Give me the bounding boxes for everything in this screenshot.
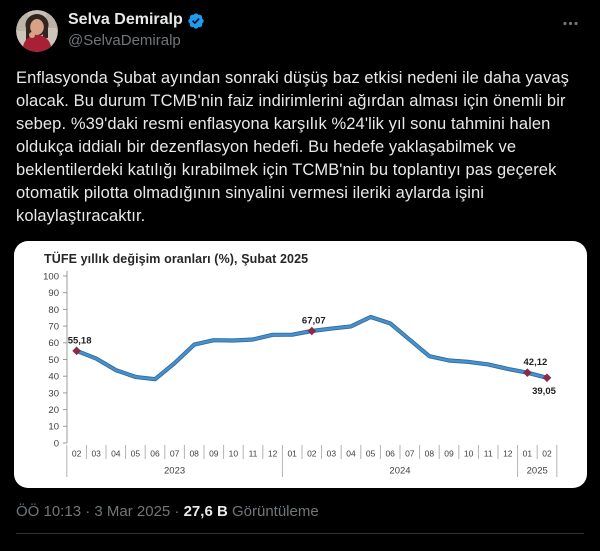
chart-card[interactable]: TÜFE yıllık değişim oranları (%), Şubat … xyxy=(14,241,587,488)
svg-text:07: 07 xyxy=(170,449,180,459)
chart-title: TÜFE yıllık değişim oranları (%), Şubat … xyxy=(44,252,309,266)
svg-text:80: 80 xyxy=(48,305,59,316)
svg-text:12: 12 xyxy=(268,449,278,459)
svg-text:50: 50 xyxy=(48,355,59,366)
svg-text:11: 11 xyxy=(484,449,493,459)
svg-text:12: 12 xyxy=(503,449,513,459)
svg-text:2023: 2023 xyxy=(164,466,185,477)
author-handle[interactable]: @SelvaDemiralp xyxy=(68,32,181,49)
svg-text:06: 06 xyxy=(385,449,395,459)
author-block: Selva Demiralp @SelvaDemiralp xyxy=(68,10,557,51)
svg-text:07: 07 xyxy=(405,449,415,459)
svg-text:09: 09 xyxy=(444,449,454,459)
tweet-text: Enflasyonda Şubat ayından sonraki düşüş … xyxy=(16,69,569,225)
svg-text:11: 11 xyxy=(249,449,258,459)
timestamp: ÖÖ 10:13 · 3 Mar 2025 xyxy=(16,503,171,520)
marker-diamond xyxy=(542,373,552,383)
svg-text:09: 09 xyxy=(209,449,219,459)
svg-text:02: 02 xyxy=(72,449,82,459)
svg-text:06: 06 xyxy=(150,449,160,459)
svg-text:2024: 2024 xyxy=(389,466,410,477)
point-value-label: 39,05 xyxy=(532,386,556,397)
svg-text:2025: 2025 xyxy=(527,466,548,477)
svg-text:90: 90 xyxy=(48,288,59,299)
point-value-label: 67,07 xyxy=(302,315,326,326)
tweet-header: Selva Demiralp @SelvaDemiralp xyxy=(16,10,584,52)
svg-text:70: 70 xyxy=(48,322,59,333)
svg-text:60: 60 xyxy=(48,338,59,349)
views-label: Görüntüleme xyxy=(231,503,319,520)
marker-diamond xyxy=(307,326,317,336)
views-count: 27,6 B xyxy=(183,503,228,520)
svg-text:10: 10 xyxy=(48,422,59,433)
svg-text:08: 08 xyxy=(425,449,435,459)
svg-text:03: 03 xyxy=(327,449,337,459)
author-name[interactable]: Selva Demiralp xyxy=(68,11,183,28)
marker-diamond xyxy=(72,346,81,356)
more-horizontal-icon xyxy=(563,21,578,26)
svg-text:01: 01 xyxy=(287,449,297,459)
svg-text:40: 40 xyxy=(48,372,59,383)
point-value-label: 42,12 xyxy=(524,357,548,368)
svg-text:02: 02 xyxy=(307,449,317,459)
svg-text:04: 04 xyxy=(346,449,356,459)
svg-text:10: 10 xyxy=(464,449,474,459)
svg-text:20: 20 xyxy=(48,405,59,416)
svg-text:08: 08 xyxy=(189,449,199,459)
svg-text:05: 05 xyxy=(131,449,141,459)
x-axis: 02 03 04 05 06 07 08 09 10 11 12 01 02 03 04 05 06 07 08 09… xyxy=(66,445,558,477)
avatar-image xyxy=(16,10,58,52)
svg-text:03: 03 xyxy=(91,449,101,459)
tweet-meta: ÖÖ 10:13 · 3 Mar 2025 · 27,6 B Görüntüle… xyxy=(16,502,584,522)
svg-text:0: 0 xyxy=(54,438,59,449)
tweet-divider xyxy=(16,533,584,534)
verified-badge-icon xyxy=(188,12,204,29)
tweet: Selva Demiralp @SelvaDemiralp Enflasyond… xyxy=(14,10,587,534)
svg-text:02: 02 xyxy=(542,449,552,459)
y-axis: 0 10 20 30 40 50 60 70 80 90 100 xyxy=(43,271,68,449)
marker-diamond xyxy=(523,368,532,377)
svg-text:30: 30 xyxy=(48,388,59,399)
more-button[interactable] xyxy=(557,12,584,40)
avatar[interactable] xyxy=(16,10,58,52)
svg-text:01: 01 xyxy=(523,449,533,459)
dot-separator: · xyxy=(174,503,180,520)
svg-text:05: 05 xyxy=(366,449,376,459)
svg-text:04: 04 xyxy=(111,449,121,459)
views-link[interactable]: 27,6 B Görüntüleme xyxy=(184,503,319,520)
svg-text:10: 10 xyxy=(229,449,239,459)
data-point-annotations: 55,18 67,07 42,12 39,05 xyxy=(68,315,557,396)
point-value-label: 55,18 xyxy=(68,335,92,346)
svg-text:100: 100 xyxy=(43,271,59,282)
